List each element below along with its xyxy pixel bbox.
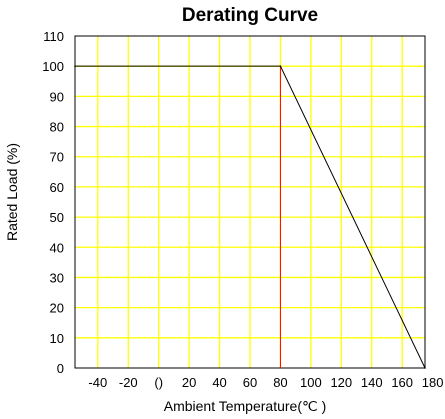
x-tick-label-1: -20 xyxy=(119,375,138,390)
series-point-0-0 xyxy=(74,65,76,67)
x-axis-label: Ambient Temperature(℃ ) xyxy=(163,398,327,414)
x-tick-label-11: 180 xyxy=(422,375,444,390)
x-tick-label-6: 80 xyxy=(273,375,287,390)
chart-title: Derating Curve xyxy=(181,5,319,26)
y-tick-label-11: 110 xyxy=(43,29,64,44)
x-tick-label-3: 20 xyxy=(182,375,196,390)
y-tick-label-3: 30 xyxy=(50,270,64,285)
x-tick-label-10: 160 xyxy=(391,375,413,390)
x-tick-label-0: -40 xyxy=(88,375,107,390)
x-tick-label-5: 60 xyxy=(243,375,257,390)
y-tick-label-7: 70 xyxy=(50,150,64,165)
y-tick-label-8: 80 xyxy=(50,120,64,135)
y-tick-label-6: 60 xyxy=(50,180,64,195)
x-tick-label-8: 120 xyxy=(330,375,352,390)
x-tick-label-4: 40 xyxy=(212,375,226,390)
series-point-0-1 xyxy=(279,65,282,67)
x-tick-label-2: () xyxy=(154,375,163,390)
y-tick-label-10: 100 xyxy=(42,59,64,74)
y-tick-label-5: 50 xyxy=(50,210,64,225)
y-tick-label-1: 10 xyxy=(50,331,64,346)
x-tick-label-7: 100 xyxy=(300,375,322,390)
series-point-0-2 xyxy=(424,367,426,369)
plot-frame xyxy=(74,35,426,369)
y-tick-label-9: 90 xyxy=(50,89,64,104)
x-tick-label-9: 140 xyxy=(361,375,383,390)
y-tick-label-0: 0 xyxy=(57,361,64,376)
y-tick-label-4: 40 xyxy=(50,240,64,255)
y-tick-label-2: 20 xyxy=(50,301,64,316)
